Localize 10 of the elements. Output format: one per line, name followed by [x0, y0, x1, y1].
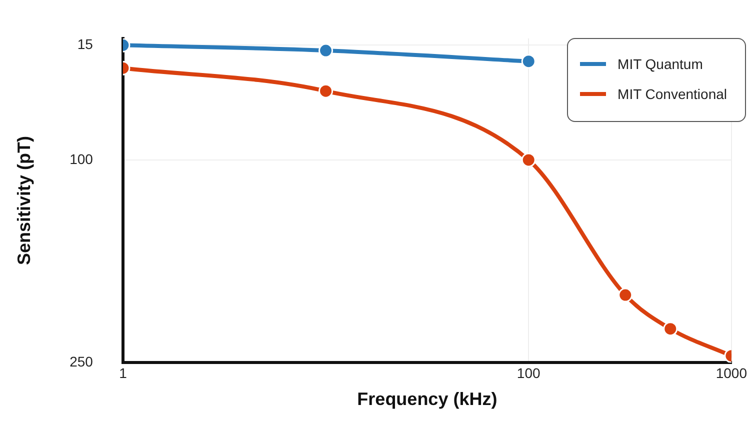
y-tick-label: 15 — [77, 36, 94, 52]
legend-label: MIT Conventional — [618, 86, 727, 102]
y-tick-label: 250 — [70, 353, 94, 370]
legend-label: MIT Quantum — [618, 56, 703, 72]
x-tick-label: 100 — [516, 364, 540, 381]
x-axis-title: Frequency (kHz) — [357, 389, 498, 410]
x-tick-label: 1 — [119, 364, 128, 381]
x-tick-label: 1000 — [716, 364, 748, 381]
y-axis-title: Sensitivity (pT) — [14, 136, 34, 266]
y-tick-label: 100 — [70, 150, 94, 167]
